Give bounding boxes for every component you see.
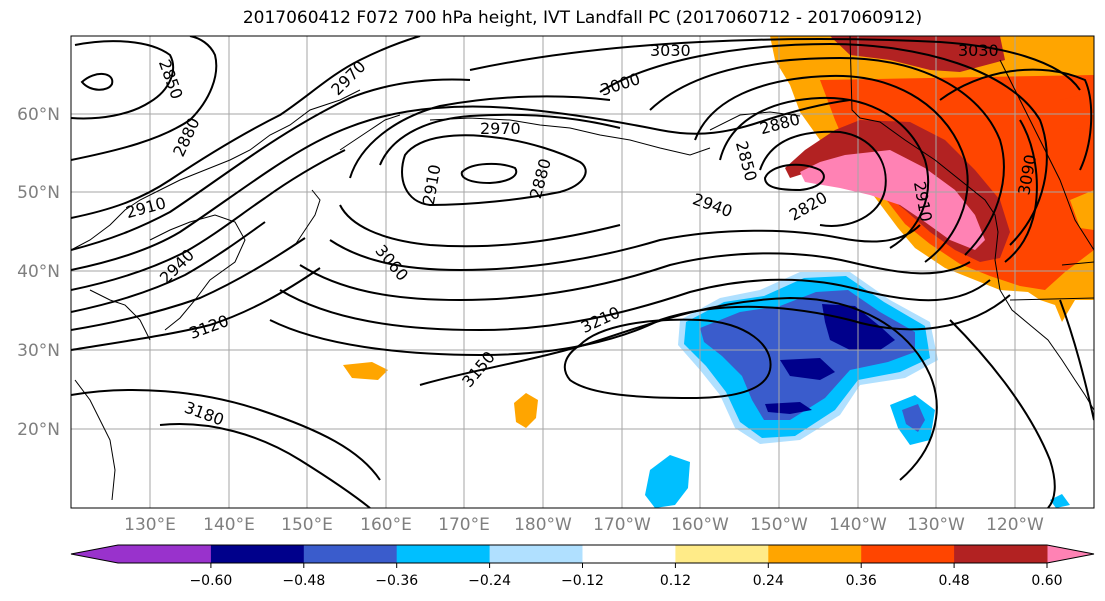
colorbar-segment <box>582 545 676 563</box>
colorbar-min-arrow <box>71 545 118 563</box>
colorbar-segment <box>861 545 955 563</box>
lon-label: 150°E <box>281 515 333 535</box>
lon-label: 130°E <box>124 515 176 535</box>
colorbar-segment <box>303 545 398 563</box>
ivt-positive-shading <box>343 36 1094 428</box>
colorbar-segment <box>675 545 769 563</box>
colorbar: −0.60 −0.48 −0.36 −0.24 −0.12 0.12 0.24 0.36 0.4… <box>70 544 1095 589</box>
colorbar-tick-label: 0.60 <box>1031 573 1062 589</box>
lon-label: 140°W <box>829 515 887 535</box>
colorbar-tick-label: −0.36 <box>375 573 418 589</box>
lat-label: 40°N <box>17 262 60 282</box>
colorbar-tick-label: −0.12 <box>561 573 604 589</box>
lon-label: 170°W <box>593 515 651 535</box>
colorbar-tick-label: 0.12 <box>660 573 691 589</box>
colorbar-tick-label: 0.24 <box>753 573 784 589</box>
colorbar-tick-label: −0.60 <box>189 573 232 589</box>
colorbar-tick-label: −0.24 <box>468 573 511 589</box>
colorbar-tick-label: 0.48 <box>939 573 970 589</box>
contour-label: 2970 <box>480 119 521 138</box>
lon-label: 150°W <box>750 515 808 535</box>
contour-label: 3030 <box>650 41 691 60</box>
longitude-labels: 130°E 140°E 150°E 160°E 170°E 180°W 170°… <box>124 515 1044 535</box>
lon-label: 160°E <box>360 515 412 535</box>
lon-label: 180°W <box>514 515 572 535</box>
map-border <box>70 35 1095 509</box>
colorbar-segment <box>954 545 1048 563</box>
colorbar-segment <box>768 545 862 563</box>
lon-label: 120°W <box>986 515 1044 535</box>
colorbar-segment <box>210 545 305 563</box>
latitude-labels: 60°N 50°N 40°N 30°N 20°N <box>17 105 60 440</box>
lat-label: 20°N <box>17 420 60 440</box>
map-title: 2017060412 F072 700 hPa height, IVT Land… <box>242 8 923 28</box>
colorbar-segment <box>489 545 583 563</box>
colorbar-tick-label: 0.36 <box>846 573 877 589</box>
lat-label: 50°N <box>17 183 60 203</box>
lat-label: 30°N <box>17 341 60 361</box>
lon-label: 170°E <box>438 515 490 535</box>
lat-label: 60°N <box>17 105 60 125</box>
colorbar-max-arrow <box>1047 545 1094 563</box>
colorbar-segment <box>396 545 491 563</box>
height-contours <box>71 36 1094 508</box>
lon-label: 130°W <box>907 515 965 535</box>
colorbar-segment <box>118 545 212 563</box>
contour-label: 3030 <box>958 41 999 60</box>
lon-label: 140°E <box>203 515 255 535</box>
lon-label: 160°W <box>671 515 729 535</box>
colorbar-tick-label: −0.48 <box>282 573 325 589</box>
